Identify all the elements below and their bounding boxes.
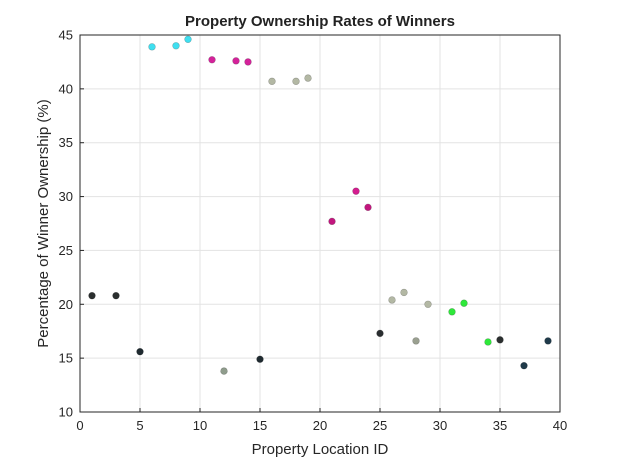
data-point xyxy=(460,299,468,307)
data-point xyxy=(112,291,120,300)
data-point xyxy=(256,355,264,363)
x-axis-label: Property Location ID xyxy=(252,441,389,458)
y-tick-label: 40 xyxy=(59,81,73,96)
data-point xyxy=(304,74,312,82)
data-point xyxy=(364,203,372,212)
y-tick-label: 30 xyxy=(59,189,73,204)
data-point xyxy=(484,338,492,346)
data-point xyxy=(496,336,504,344)
y-axis-label: Percentage of Winner Ownership (%) xyxy=(35,99,52,347)
data-point xyxy=(208,56,216,64)
data-point xyxy=(292,77,300,86)
data-point xyxy=(328,217,336,226)
data-points xyxy=(88,35,552,375)
y-axis-ticks: 10 15 20 25 30 35 40 45 xyxy=(59,28,84,420)
y-tick-label: 25 xyxy=(59,243,73,258)
data-point xyxy=(172,42,180,50)
data-point xyxy=(184,35,192,44)
data-point xyxy=(412,337,420,345)
x-tick-label: 40 xyxy=(553,418,567,433)
data-point xyxy=(424,300,432,308)
data-point xyxy=(352,187,360,195)
x-tick-label: 10 xyxy=(193,418,207,433)
data-point xyxy=(388,296,396,304)
data-point xyxy=(220,367,228,375)
data-point xyxy=(148,43,156,51)
x-tick-label: 5 xyxy=(136,418,143,433)
y-tick-label: 10 xyxy=(59,405,73,420)
data-point xyxy=(376,329,384,338)
grid-lines xyxy=(79,34,561,413)
data-point xyxy=(544,337,552,345)
x-tick-label: 30 xyxy=(433,418,447,433)
y-tick-label: 45 xyxy=(59,28,73,43)
data-point xyxy=(520,361,528,370)
x-tick-label: 35 xyxy=(493,418,507,433)
y-tick-label: 20 xyxy=(59,297,73,312)
data-point xyxy=(448,308,456,316)
x-tick-label: 20 xyxy=(313,418,327,433)
data-point xyxy=(88,291,96,300)
data-point xyxy=(136,347,144,356)
data-point xyxy=(232,57,240,65)
x-tick-label: 0 xyxy=(76,418,83,433)
data-point xyxy=(268,77,276,86)
y-tick-label: 35 xyxy=(59,135,73,150)
chart-title: Property Ownership Rates of Winners xyxy=(185,13,455,30)
data-point xyxy=(400,288,408,297)
x-axis-ticks: 0 5 10 15 20 25 30 35 40 xyxy=(76,408,567,433)
data-point xyxy=(244,58,252,66)
y-tick-label: 15 xyxy=(59,351,73,366)
x-tick-label: 25 xyxy=(373,418,387,433)
x-tick-label: 15 xyxy=(253,418,267,433)
